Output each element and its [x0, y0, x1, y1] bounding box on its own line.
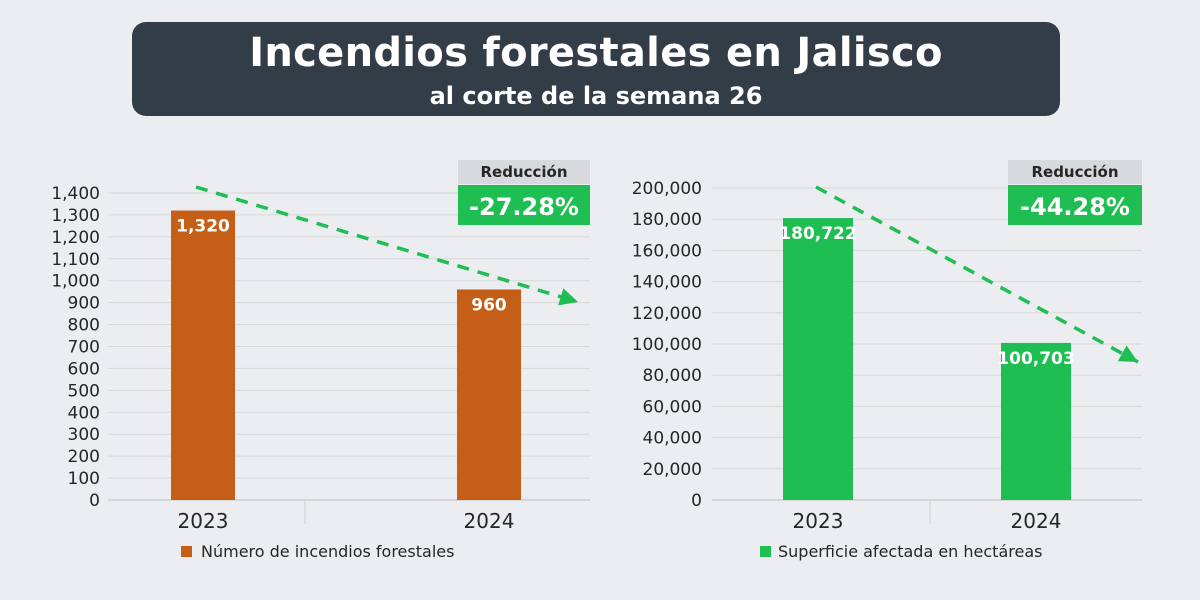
y-tick-label: 1,100: [51, 250, 100, 270]
data-label: 960: [471, 295, 507, 315]
trend-arrow-line: [195, 185, 579, 304]
badge-label: Reducción: [1031, 163, 1118, 181]
y-tick-label: 600: [68, 359, 100, 379]
legend-label: Superficie afectada en hectáreas: [778, 542, 1042, 561]
y-tick-label: 40,000: [643, 429, 702, 449]
y-tick-label: 180,000: [632, 210, 702, 230]
y-tick-label: 0: [691, 491, 702, 511]
y-tick-label: 900: [68, 294, 100, 314]
y-tick-label: 100,000: [632, 335, 702, 355]
trend-arrow-line: [815, 185, 1139, 364]
y-tick-label: 300: [68, 425, 100, 445]
badge-value: -27.28%: [469, 193, 579, 221]
chart-title: Incendios forestales en Jalisco: [249, 30, 943, 76]
y-tick-label: 160,000: [632, 241, 702, 261]
y-tick-label: 400: [68, 403, 100, 423]
badge-label: Reducción: [480, 163, 567, 181]
x-tick-label: 2024: [464, 509, 515, 533]
x-tick-label: 2024: [1011, 509, 1062, 533]
chart-subtitle: al corte de la semana 26: [429, 82, 763, 110]
y-tick-label: 60,000: [643, 397, 702, 417]
trend-arrow-head: [1117, 345, 1138, 362]
x-tick-label: 2023: [793, 509, 844, 533]
badge-header-bg: [458, 160, 590, 184]
bar: [783, 218, 853, 501]
y-tick-label: 80,000: [643, 366, 702, 386]
y-tick-label: 100: [68, 469, 100, 489]
y-tick-label: 200,000: [632, 179, 702, 199]
bar: [171, 210, 235, 501]
y-tick-label: 1,400: [51, 184, 100, 204]
y-tick-label: 200: [68, 447, 100, 467]
y-tick-label: 120,000: [632, 304, 702, 324]
y-tick-label: 800: [68, 316, 100, 336]
y-tick-label: 1,300: [51, 206, 100, 226]
legend-swatch: [760, 546, 771, 557]
y-tick-label: 0: [89, 491, 100, 511]
legend-label: Número de incendios forestales: [201, 542, 454, 561]
y-tick-label: 500: [68, 381, 100, 401]
y-tick-label: 700: [68, 338, 100, 358]
data-label: 100,703: [997, 349, 1074, 369]
badge-value-bg: [1008, 185, 1142, 225]
badge-header-bg: [1008, 160, 1142, 184]
badge-value-bg: [458, 185, 590, 225]
bar: [1001, 342, 1071, 500]
trend-arrow-head: [558, 288, 578, 306]
bar: [457, 289, 521, 500]
badge-value: -44.28%: [1020, 193, 1130, 221]
x-tick-label: 2023: [178, 509, 229, 533]
data-label: 1,320: [176, 217, 230, 237]
y-tick-label: 1,200: [51, 228, 100, 248]
y-tick-label: 140,000: [632, 273, 702, 293]
y-tick-label: 20,000: [643, 460, 702, 480]
y-tick-label: 1,000: [51, 272, 100, 292]
legend-swatch: [181, 546, 192, 557]
data-label: 180,722: [779, 224, 856, 244]
title-banner: Incendios forestales en Jalisco al corte…: [132, 22, 1060, 116]
